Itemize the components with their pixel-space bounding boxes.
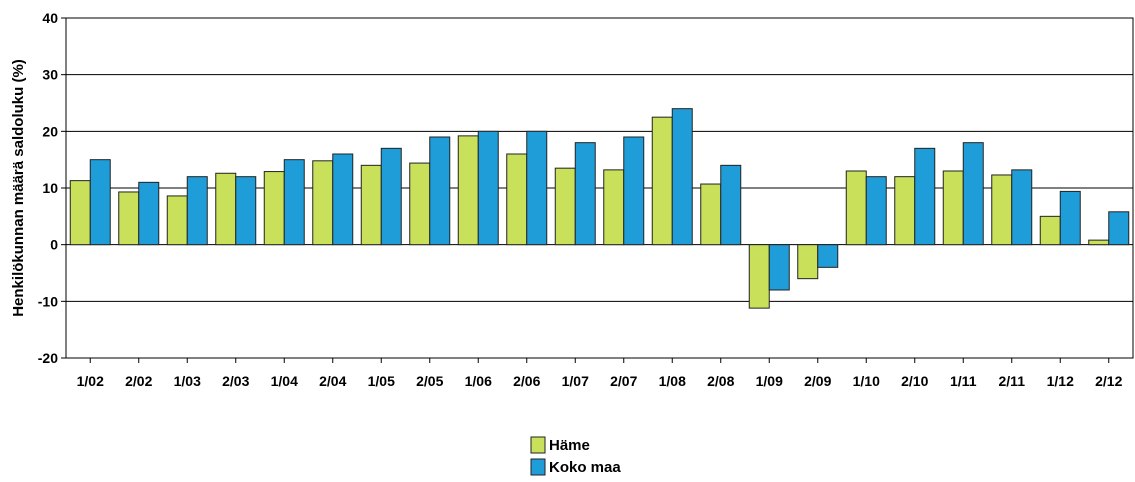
bar-hame bbox=[312, 160, 334, 246]
x-tick-label: 1/09 bbox=[756, 373, 783, 389]
bar-hame bbox=[69, 180, 91, 246]
bar-koko-maa bbox=[914, 147, 936, 246]
x-tick-label: 2/05 bbox=[416, 373, 443, 389]
bar-koko-maa bbox=[89, 159, 111, 246]
bar-hame bbox=[1039, 215, 1061, 246]
x-tick-label: 2/02 bbox=[125, 373, 152, 389]
bar-hame bbox=[845, 170, 867, 246]
x-tick-label: 2/03 bbox=[222, 373, 249, 389]
bar-koko-maa bbox=[865, 176, 887, 246]
bar-hame bbox=[215, 172, 237, 246]
y-tick-label: 0 bbox=[50, 237, 58, 253]
y-tick-label: 40 bbox=[42, 10, 58, 26]
bar-hame bbox=[700, 183, 722, 246]
x-tick-label: 1/04 bbox=[271, 373, 298, 389]
bar-hame bbox=[603, 169, 625, 246]
y-axis-label: Henkilökunnan määrä saldoluku (%) bbox=[10, 59, 27, 317]
bar-koko-maa bbox=[962, 142, 984, 246]
x-tick-label: 2/07 bbox=[610, 373, 637, 389]
bar-koko-maa bbox=[138, 181, 160, 246]
legend-label: Häme bbox=[549, 437, 590, 454]
x-tick-label: 2/10 bbox=[901, 373, 928, 389]
bar-hame bbox=[894, 176, 916, 246]
bar-hame bbox=[409, 162, 431, 246]
legend-swatch bbox=[530, 436, 546, 454]
bar-hame bbox=[263, 171, 285, 246]
y-tick-label: -10 bbox=[38, 293, 58, 309]
bar-hame bbox=[651, 116, 673, 246]
x-axis-ticks: 1/02 2/02 1/03 2/03 1/04 2/04 1/05 2/05 1/06 2/06… bbox=[77, 358, 1123, 389]
plot-frame bbox=[65, 17, 1134, 359]
bar-hame bbox=[554, 167, 576, 246]
bar-koko-maa bbox=[332, 153, 354, 246]
y-tick-label: 30 bbox=[42, 67, 58, 83]
x-tick-label: 1/07 bbox=[562, 373, 589, 389]
bar-hame bbox=[748, 244, 770, 309]
bar-hame bbox=[118, 191, 140, 246]
bar-hame bbox=[991, 174, 1013, 246]
bar-hame bbox=[506, 153, 528, 246]
x-tick-label: 1/03 bbox=[174, 373, 201, 389]
x-tick-label: 1/11 bbox=[950, 373, 977, 389]
bar-koko-maa bbox=[768, 244, 790, 291]
bar-koko-maa bbox=[1011, 169, 1033, 246]
x-tick-label: 1/05 bbox=[368, 373, 395, 389]
bar-hame bbox=[166, 195, 188, 246]
bar-hame bbox=[797, 244, 819, 280]
bars bbox=[69, 108, 1130, 309]
bar-koko-maa bbox=[429, 136, 451, 246]
x-tick-label: 2/11 bbox=[999, 373, 1026, 389]
bar-koko-maa bbox=[817, 244, 839, 268]
bar-koko-maa bbox=[1108, 211, 1130, 246]
y-tick-label: -20 bbox=[38, 350, 58, 366]
bar-koko-maa bbox=[574, 142, 596, 246]
y-tick-label: 10 bbox=[42, 180, 58, 196]
bar-koko-maa bbox=[1059, 190, 1081, 246]
bar-koko-maa bbox=[477, 130, 499, 246]
bar-koko-maa bbox=[235, 176, 257, 246]
bar-hame bbox=[942, 170, 964, 246]
x-tick-label: 2/08 bbox=[707, 373, 734, 389]
bar-koko-maa bbox=[283, 159, 305, 246]
x-tick-label: 2/09 bbox=[804, 373, 831, 389]
bar-koko-maa bbox=[720, 164, 742, 246]
x-tick-label: 1/06 bbox=[465, 373, 492, 389]
y-tick-label: 20 bbox=[42, 123, 58, 139]
legend-label: Koko maa bbox=[549, 459, 621, 476]
y-axis-ticks: -20 -10 0 10 20 30 40 bbox=[38, 10, 66, 366]
x-tick-label: 2/12 bbox=[1095, 373, 1122, 389]
x-tick-label: 2/06 bbox=[513, 373, 540, 389]
bar-hame bbox=[1088, 239, 1110, 246]
x-tick-label: 1/10 bbox=[853, 373, 880, 389]
x-tick-label: 1/02 bbox=[77, 373, 104, 389]
bar-koko-maa bbox=[380, 147, 402, 246]
x-tick-label: 1/12 bbox=[1047, 373, 1074, 389]
bar-hame bbox=[360, 164, 382, 246]
bar-koko-maa bbox=[186, 176, 208, 246]
legend-swatch bbox=[530, 458, 546, 476]
bar-koko-maa bbox=[671, 108, 693, 246]
bar-koko-maa bbox=[623, 136, 645, 246]
legend: Häme Koko maa bbox=[530, 436, 621, 476]
x-tick-label: 2/04 bbox=[319, 373, 346, 389]
bar-koko-maa bbox=[526, 130, 548, 246]
bar-hame bbox=[457, 135, 479, 246]
x-tick-label: 1/08 bbox=[659, 373, 686, 389]
